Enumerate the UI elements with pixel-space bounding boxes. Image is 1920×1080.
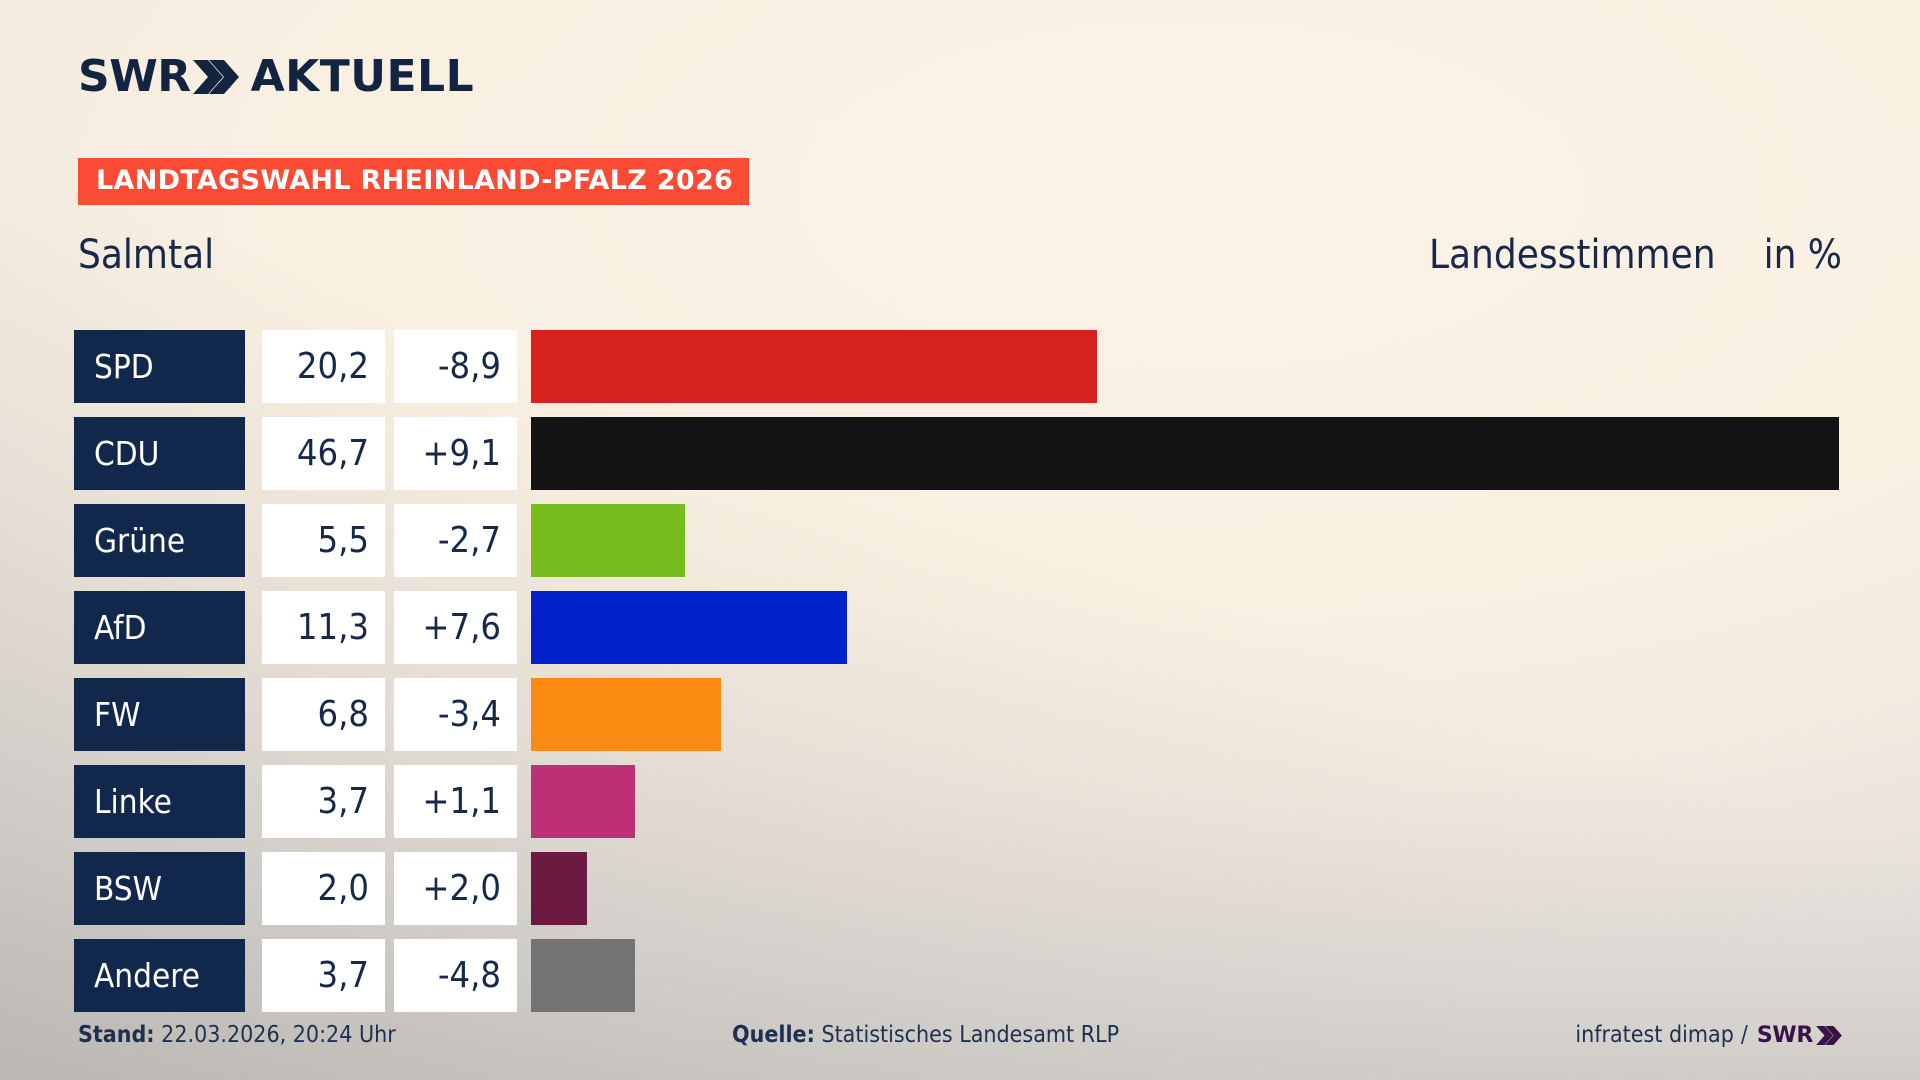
quelle-label: Quelle: (732, 1022, 815, 1048)
bar-track (531, 852, 1864, 925)
vote-type-label: Landesstimmen (1428, 232, 1716, 278)
election-banner: LANDTAGSWAHL RHEINLAND-PFALZ 2026 (78, 158, 750, 205)
credit-info: infratest dimap / SWR (1575, 1022, 1842, 1048)
table-row: Linke 3,7 +1,1 (74, 765, 1864, 852)
table-row: FW 6,8 -3,4 (74, 678, 1864, 765)
bar-track (531, 765, 1864, 838)
party-change-value: -2,7 (394, 504, 517, 577)
party-change-value: -8,9 (394, 330, 517, 403)
stand-value: 22.03.2026, 20:24 Uhr (161, 1022, 396, 1048)
party-change-value: +9,1 (394, 417, 517, 490)
logo-swr-text: SWR (78, 51, 191, 102)
party-label: BSW (74, 852, 245, 925)
table-row: BSW 2,0 +2,0 (74, 852, 1864, 939)
bar-track (531, 591, 1864, 664)
bar-track (531, 330, 1864, 403)
credit-institute: infratest dimap (1575, 1022, 1734, 1048)
result-bar (531, 852, 587, 925)
results-bar-chart: SPD 20,2 -8,9 CDU 46,7 +9,1 Grüne 5,5 -2,7 AfD 11,… (74, 330, 1864, 1026)
result-bar (531, 504, 685, 577)
double-chevron-right-icon (192, 60, 239, 94)
party-result-value: 2,0 (262, 852, 385, 925)
credit-separator: / (1740, 1022, 1748, 1048)
party-result-value: 5,5 (262, 504, 385, 577)
party-result-value: 46,7 (262, 417, 385, 490)
party-label: SPD (74, 330, 245, 403)
party-label: Linke (74, 765, 245, 838)
party-change-value: +2,0 (394, 852, 517, 925)
region-name: Salmtal (78, 232, 215, 278)
party-result-value: 11,3 (262, 591, 385, 664)
party-change-value: +1,1 (394, 765, 517, 838)
party-label: Andere (74, 939, 245, 1012)
party-result-value: 3,7 (262, 939, 385, 1012)
result-bar (531, 939, 635, 1012)
party-label: CDU (74, 417, 245, 490)
result-bar (531, 765, 635, 838)
result-bar (531, 417, 1839, 490)
bar-track (531, 939, 1864, 1012)
table-row: AfD 11,3 +7,6 (74, 591, 1864, 678)
bar-track (531, 417, 1864, 490)
credit-brand: SWR (1757, 1023, 1842, 1048)
table-row: CDU 46,7 +9,1 (74, 417, 1864, 504)
stand-label: Stand: (78, 1022, 155, 1048)
party-change-value: +7,6 (394, 591, 517, 664)
unit-label: in % (1763, 232, 1842, 278)
swr-aktuell-logo: SWR AKTUELL (78, 55, 474, 99)
bar-track (531, 678, 1864, 751)
double-chevron-right-icon (1816, 1025, 1842, 1045)
bar-track (531, 504, 1864, 577)
result-bar (531, 330, 1097, 403)
result-bar (531, 678, 722, 751)
party-label: FW (74, 678, 245, 751)
subheader-right-group: Landesstimmen in % (1429, 232, 1842, 278)
result-bar (531, 591, 848, 664)
stand-info: Stand: 22.03.2026, 20:24 Uhr (78, 1022, 396, 1048)
party-result-value: 6,8 (262, 678, 385, 751)
logo-aktuell-text: AKTUELL (250, 51, 475, 102)
subheader-row: Salmtal Landesstimmen in % (78, 225, 1842, 285)
quelle-info: Quelle: Statistisches Landesamt RLP (732, 1022, 1119, 1048)
table-row: Andere 3,7 -4,8 (74, 939, 1864, 1026)
credit-brand-text: SWR (1756, 1022, 1813, 1048)
table-row: SPD 20,2 -8,9 (74, 330, 1864, 417)
party-change-value: -3,4 (394, 678, 517, 751)
table-row: Grüne 5,5 -2,7 (74, 504, 1864, 591)
party-change-value: -4,8 (394, 939, 517, 1012)
quelle-value: Statistisches Landesamt RLP (821, 1022, 1120, 1048)
party-label: Grüne (74, 504, 245, 577)
party-result-value: 20,2 (262, 330, 385, 403)
footer: Stand: 22.03.2026, 20:24 Uhr Quelle: Sta… (78, 1022, 1842, 1056)
party-result-value: 3,7 (262, 765, 385, 838)
party-label: AfD (74, 591, 245, 664)
